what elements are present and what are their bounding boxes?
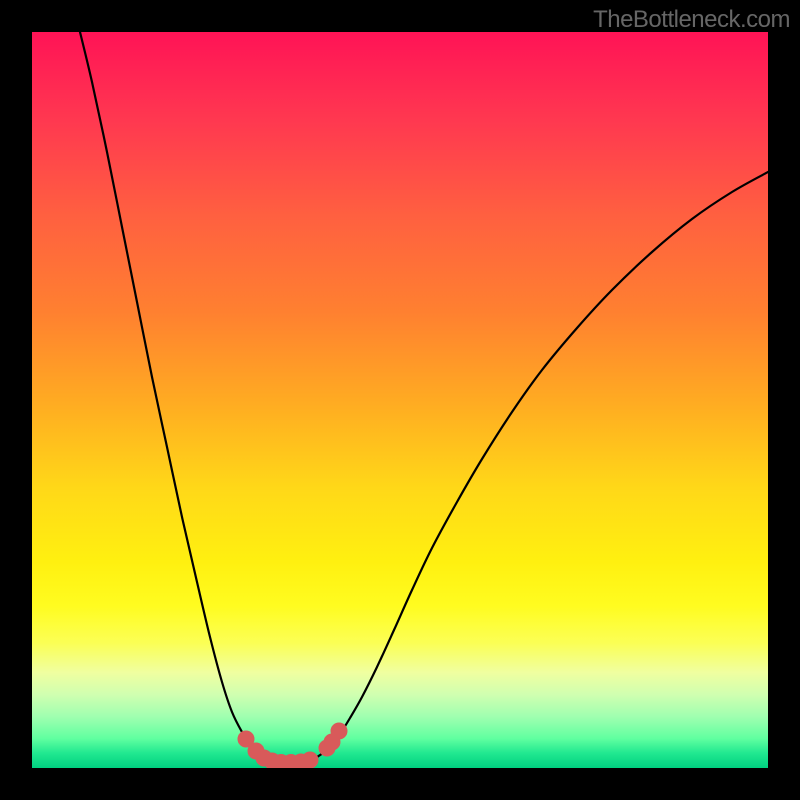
curve-marker [302, 752, 318, 768]
gradient-background [32, 32, 768, 768]
plot-area [32, 32, 768, 768]
chart-frame: TheBottleneck.com [0, 0, 800, 800]
watermark-text: TheBottleneck.com [593, 6, 790, 34]
chart-svg [32, 32, 768, 768]
curve-marker [331, 723, 347, 739]
